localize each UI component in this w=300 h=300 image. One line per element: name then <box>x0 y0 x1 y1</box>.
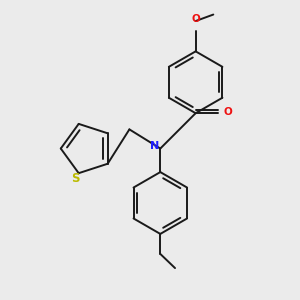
Text: N: N <box>150 141 160 151</box>
Text: S: S <box>71 172 80 185</box>
Text: O: O <box>191 14 200 24</box>
Text: O: O <box>223 107 232 117</box>
